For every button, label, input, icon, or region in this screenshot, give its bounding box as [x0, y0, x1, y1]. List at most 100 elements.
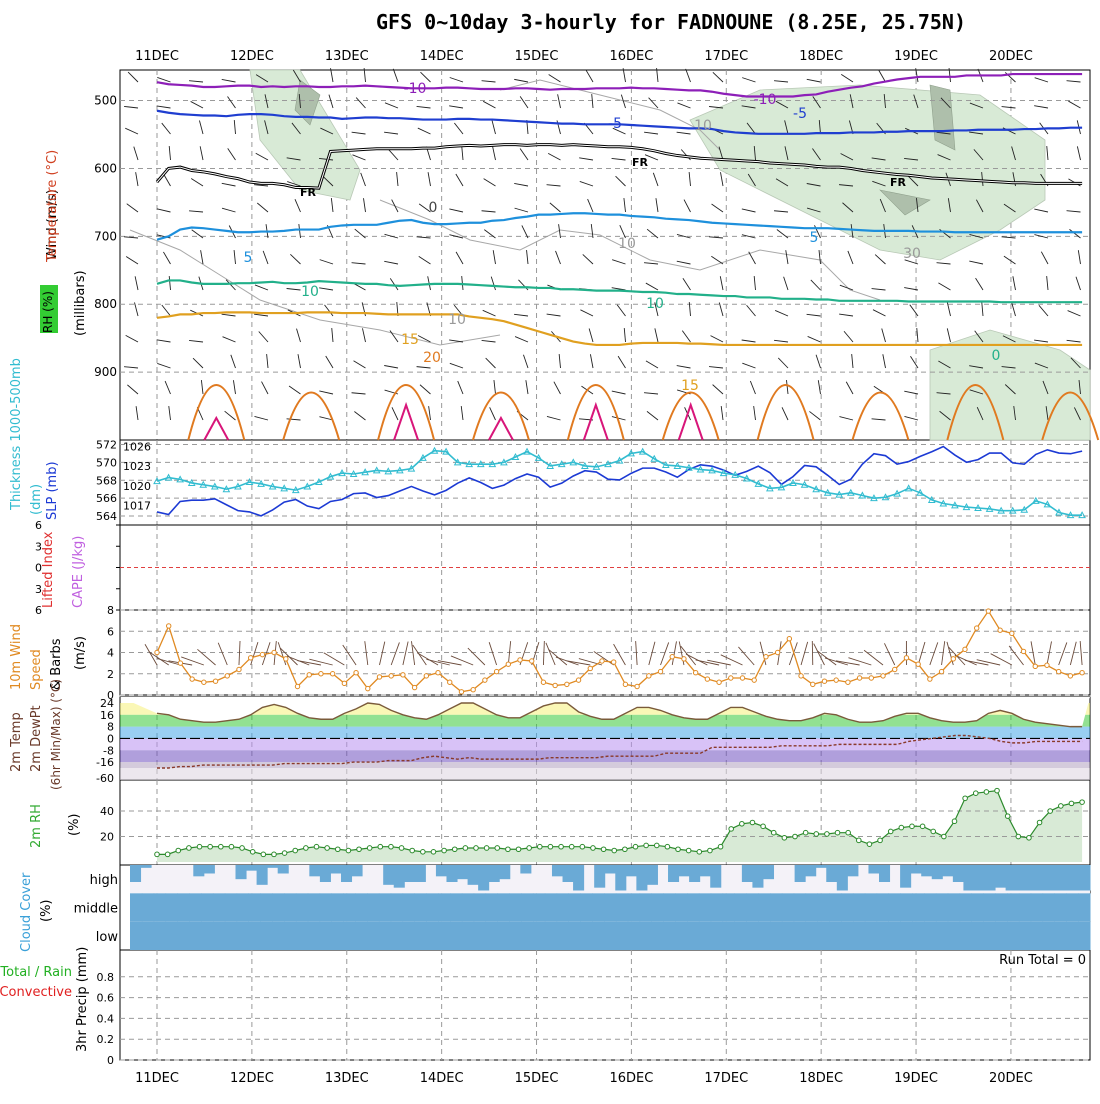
- wind-barb: [290, 254, 300, 264]
- rh-marker: [155, 852, 160, 857]
- wind-speed-marker: [553, 683, 557, 687]
- slp-tick-label: 1026: [123, 441, 151, 454]
- wind-barb: [819, 250, 820, 264]
- cloud-bar-low: [971, 922, 983, 950]
- cloud-bar-low: [960, 922, 972, 950]
- wind-barb: [456, 252, 463, 264]
- cloud-bar-high: [1048, 865, 1059, 891]
- wind-speed-marker: [260, 652, 264, 656]
- cloud-bar-high: [415, 865, 426, 882]
- cloud-bar-low: [877, 922, 889, 950]
- cloud-bar-low: [343, 922, 355, 950]
- wind-barb: [873, 310, 886, 316]
- cloud-bar-high: [995, 865, 1006, 888]
- contour-label: 10: [646, 296, 664, 312]
- wind-barb: [556, 251, 561, 264]
- wind-ylabel-4: (m/s): [73, 636, 88, 670]
- cloud-bar-middle: [853, 893, 865, 921]
- x-tick-label-bottom: 17DEC: [704, 1071, 748, 1086]
- wind-barb: [559, 354, 560, 368]
- rh-marker: [421, 850, 426, 855]
- cloud-bar-low: [900, 922, 912, 950]
- cloud-bar-middle: [936, 893, 948, 921]
- contour-label: 5: [810, 230, 819, 246]
- wind-barb: [326, 356, 333, 368]
- slp-group: 5645665685705721017102010231026Thickness…: [9, 358, 1090, 523]
- cloud-bar-middle: [130, 893, 142, 921]
- cloud-bar-low: [948, 922, 960, 950]
- wind-barb: [267, 354, 268, 368]
- rh-marker: [272, 852, 277, 857]
- wind-barb: [1067, 81, 1081, 82]
- wind-barb: [742, 209, 756, 212]
- rh-marker: [1027, 835, 1032, 840]
- wind-speed-marker: [167, 624, 171, 628]
- cloud-bar-middle: [877, 893, 889, 921]
- wind-speed-marker: [916, 662, 920, 666]
- cloud-bar-high: [352, 865, 363, 876]
- wind-barb: [713, 385, 723, 394]
- wind10m-barb: [365, 641, 368, 665]
- wind-speed-marker: [975, 626, 979, 630]
- rh-marker: [346, 848, 351, 853]
- cloud-bar-low: [865, 922, 877, 950]
- wind-speed-marker: [319, 672, 323, 676]
- wind10m-barb: [391, 642, 399, 665]
- cloud-bar-middle: [509, 893, 521, 921]
- cloud-bar-low: [651, 922, 663, 950]
- cloud-bar-low: [142, 922, 154, 950]
- cloud-bar-middle: [557, 893, 569, 921]
- rh-marker: [910, 824, 915, 829]
- wind-barb: [548, 153, 560, 160]
- cloud-bar-high: [330, 865, 341, 874]
- rh-marker: [878, 838, 883, 843]
- x-tick-label-bottom: 18DEC: [799, 1071, 843, 1086]
- cloud-bar-low: [249, 922, 261, 950]
- rh-marker: [218, 844, 223, 849]
- wind-barb: [720, 172, 723, 186]
- wind10m-barb: [1080, 641, 1082, 665]
- cloud-bar-high: [573, 865, 584, 891]
- wind-speed-marker: [986, 609, 990, 613]
- cloud-bar-middle: [734, 893, 746, 921]
- wind-barb: [786, 250, 788, 264]
- cloud-bar-high: [436, 865, 447, 876]
- rh-marker: [304, 846, 309, 851]
- cloud-bar-high: [942, 865, 953, 876]
- wind-barb: [233, 380, 235, 394]
- cloud-bar-middle: [912, 893, 924, 921]
- cloud-bar-middle: [296, 893, 308, 921]
- wind-barb: [1077, 146, 1080, 160]
- x-tick-label-top: 11DEC: [135, 49, 179, 64]
- cloud-row-label-high: high: [90, 873, 118, 888]
- cloud-bar-low: [462, 922, 474, 950]
- thickness-tick-label: 568: [96, 474, 117, 487]
- wind-barb: [612, 260, 625, 264]
- cloud-bar-middle: [829, 893, 841, 921]
- wind-barb: [124, 237, 138, 238]
- cloud-bar-low: [260, 922, 272, 950]
- cloud-bar-low: [936, 922, 948, 950]
- isotherm-25: [204, 418, 228, 440]
- wind-barb: [809, 411, 820, 420]
- cloud-bar-middle: [1066, 893, 1078, 921]
- cloud-bar-low: [829, 922, 841, 950]
- cloud-bar-low: [723, 922, 735, 950]
- cloud-bar-low: [1007, 922, 1019, 950]
- cloud-bar-high: [837, 865, 848, 891]
- rh-marker: [899, 825, 904, 830]
- rh-marker: [686, 848, 691, 853]
- wind10m-barb: [157, 659, 180, 665]
- cloud-bar-middle: [474, 893, 486, 921]
- wind-speed-marker: [448, 680, 452, 684]
- rh-marker: [654, 843, 659, 848]
- cloud-bar-high: [457, 865, 468, 879]
- wind10m-barb: [403, 642, 408, 665]
- rh-marker: [569, 844, 574, 849]
- cloud-bar-low: [272, 922, 284, 950]
- pressure-tick-label: 600: [94, 161, 117, 175]
- wind-barb: [255, 285, 268, 290]
- wind-barb: [362, 328, 365, 342]
- cloud-bar-middle: [1054, 893, 1066, 921]
